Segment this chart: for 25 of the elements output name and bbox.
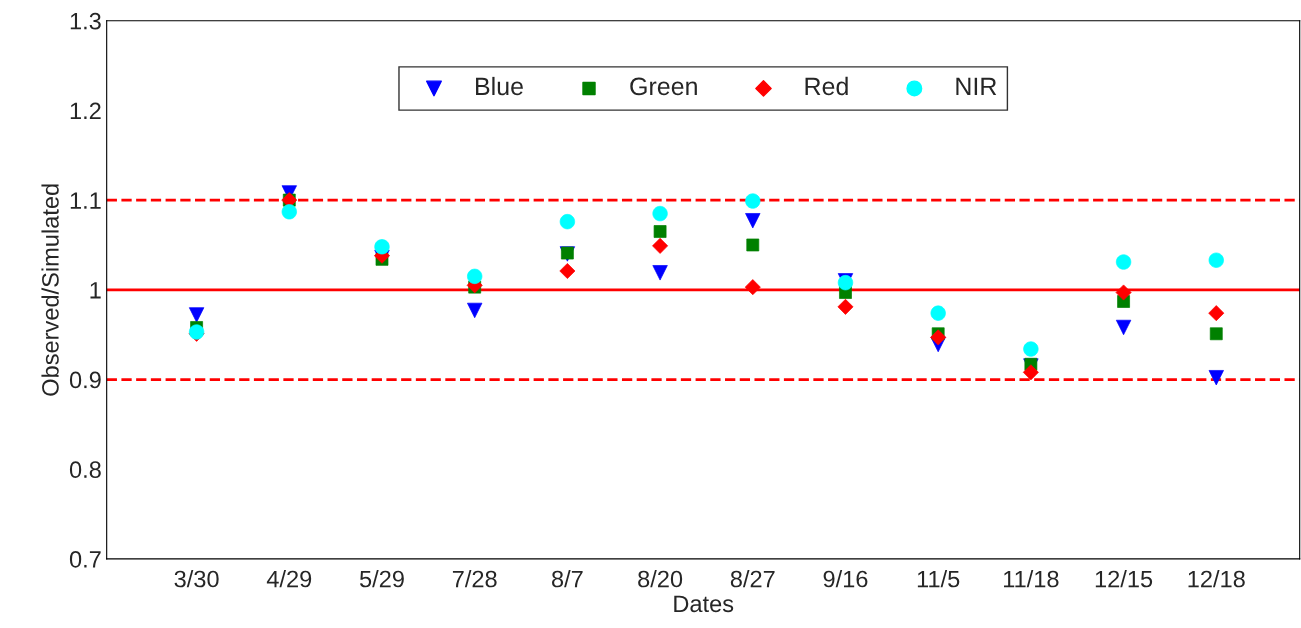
legend-label: NIR [956,77,997,95]
x-tick-label: 4/29 [266,570,312,588]
x-tick-label: 11/5 [917,570,960,588]
y-tick-label: 1.3 [70,12,101,30]
x-axis-title: Dates [674,595,734,613]
y-tick-label: 1.1 [70,192,101,209]
legend-label: Red [805,76,848,96]
legend-label: Green [630,77,697,96]
x-tick-label: 11/18 [1004,570,1059,588]
x-tick-label: 8/7 [552,570,583,588]
y-tick-label: 0.9 [69,371,101,389]
y-axis-title: Observed/Simulated [41,184,59,396]
x-tick-label: 12/15 [1095,570,1153,588]
x-tick-label: 9/16 [823,570,868,588]
y-tick-label: 0.7 [69,550,101,568]
x-tick-label: 12/18 [1188,570,1245,588]
x-tick-label: 8/27 [730,570,775,588]
y-tick-label: 1 [90,282,101,299]
x-tick-label: 3/30 [174,570,219,588]
x-tick-label: 5/29 [359,570,404,588]
y-tick-label: 0.8 [69,461,101,479]
y-tick-label: 1.2 [70,102,101,119]
x-tick-label: 7/28 [452,570,497,588]
legend-label: Blue [476,76,523,96]
x-tick-label: 8/20 [638,570,683,588]
